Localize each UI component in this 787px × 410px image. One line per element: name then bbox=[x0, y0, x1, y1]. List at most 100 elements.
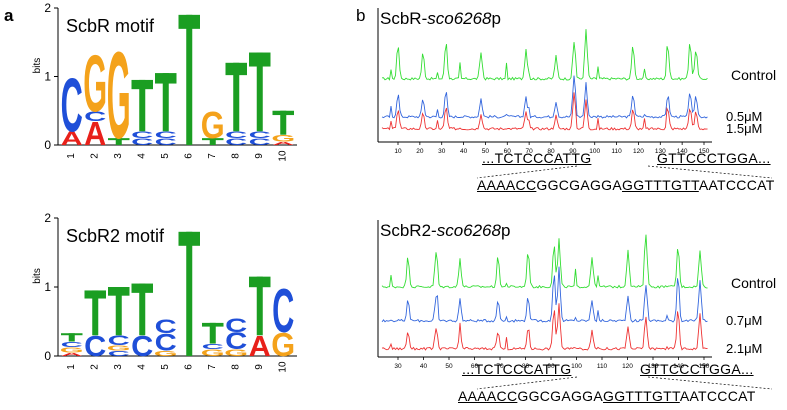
svg-text:C: C bbox=[155, 136, 177, 147]
svg-text:G: G bbox=[201, 105, 225, 147]
trace-x-tick-label: 150 bbox=[699, 363, 710, 370]
position-label: 10 bbox=[277, 361, 288, 373]
svg-text:C: C bbox=[225, 327, 247, 354]
logo-letter-T bbox=[178, 231, 200, 356]
sequence-bottom: AAAACCGGCGAGGAGGTTTGTTAATCCCAT bbox=[477, 177, 775, 193]
logo-letter-C: C bbox=[108, 349, 130, 358]
logo-letter-T bbox=[249, 276, 271, 336]
position-label: 9 bbox=[254, 153, 265, 159]
position-label: 3 bbox=[113, 153, 124, 159]
position-label: 3 bbox=[113, 364, 124, 370]
trace-line bbox=[381, 75, 708, 119]
logo-letter-T bbox=[108, 287, 130, 336]
logo-letter-C: C bbox=[131, 331, 153, 363]
trace-label: 2.1μM bbox=[726, 341, 762, 356]
logo-letter-G: G bbox=[107, 27, 131, 166]
position-label: 5 bbox=[160, 364, 171, 370]
logo-letter-C: C bbox=[108, 334, 130, 349]
logo-letter-C: C bbox=[225, 129, 247, 140]
svg-text:C: C bbox=[225, 315, 247, 336]
trace-x-tick-label: 80 bbox=[522, 363, 530, 370]
position-label: 4 bbox=[136, 364, 147, 370]
logo-letter-C: C bbox=[84, 109, 106, 125]
trace-x-tick-label: 60 bbox=[504, 148, 512, 155]
panel-title: ScbR-sco6268p bbox=[380, 9, 501, 28]
motif-title: ScbR2 motif bbox=[66, 226, 165, 246]
trace-x-tick-label: 50 bbox=[445, 363, 453, 370]
sequence-top-left: ...TCTCCCATTG bbox=[482, 150, 592, 166]
trace-label: 0.7μM bbox=[726, 313, 762, 328]
svg-text:G: G bbox=[107, 27, 131, 166]
trace-x-tick-label: 130 bbox=[648, 363, 659, 370]
logo-letter-G: G bbox=[224, 347, 248, 358]
logo-letter-T bbox=[84, 290, 106, 336]
logo-letter-C: C bbox=[249, 136, 271, 147]
svg-text:C: C bbox=[131, 331, 153, 363]
y-tick-label: 1 bbox=[44, 280, 51, 294]
svg-text:C: C bbox=[84, 331, 106, 363]
svg-text:C: C bbox=[272, 277, 294, 345]
svg-text:A: A bbox=[249, 331, 271, 363]
logo-letter-T bbox=[131, 283, 153, 336]
trace-x-tick-label: 90 bbox=[547, 363, 555, 370]
trace-x-tick-label: 120 bbox=[633, 148, 644, 155]
position-label: 1 bbox=[66, 153, 77, 159]
logo-letter-T bbox=[108, 138, 130, 145]
logo-letter-C: C bbox=[61, 63, 83, 148]
trace-line bbox=[381, 234, 708, 289]
trace-line bbox=[381, 29, 708, 81]
svg-text:C: C bbox=[108, 334, 130, 349]
trace-x-tick-label: 140 bbox=[677, 148, 688, 155]
y-tick-label: 2 bbox=[44, 211, 51, 225]
trace-x-tick-label: 30 bbox=[394, 363, 402, 370]
svg-text:A: A bbox=[61, 129, 83, 150]
y-axis-label: bits bbox=[32, 268, 43, 284]
svg-text:C: C bbox=[225, 136, 247, 147]
position-label: 7 bbox=[207, 153, 218, 159]
position-label: 1 bbox=[66, 364, 77, 370]
svg-text:G: G bbox=[271, 133, 295, 144]
logo-letter-T bbox=[249, 52, 271, 132]
logo-letter-G: G bbox=[107, 344, 131, 353]
logo-letter-C: C bbox=[225, 327, 247, 354]
svg-text:G: G bbox=[107, 344, 131, 353]
position-label: 8 bbox=[230, 153, 241, 159]
svg-text:C: C bbox=[225, 129, 247, 140]
trace-x-tick-label: 70 bbox=[526, 148, 534, 155]
motif-title: ScbR motif bbox=[66, 16, 155, 36]
logo-letter-G: G bbox=[60, 346, 84, 355]
logo-letter-C: C bbox=[155, 129, 177, 140]
trace-x-tick-label: 30 bbox=[438, 148, 446, 155]
logo-letter-T bbox=[225, 62, 247, 132]
svg-text:A: A bbox=[272, 141, 294, 146]
svg-text:C: C bbox=[131, 129, 153, 140]
trace-x-tick-label: 40 bbox=[460, 148, 468, 155]
svg-text:C: C bbox=[155, 317, 177, 338]
trace-x-tick-label: 80 bbox=[547, 148, 555, 155]
svg-text:C: C bbox=[61, 63, 83, 148]
logo-letter-C: C bbox=[131, 129, 153, 140]
trace-x-tick-label: 100 bbox=[589, 148, 600, 155]
svg-text:C: C bbox=[249, 129, 271, 140]
connector-line bbox=[476, 165, 578, 179]
y-tick-label: 0 bbox=[44, 138, 51, 152]
svg-text:C: C bbox=[202, 342, 224, 351]
logo-letter-A: A bbox=[272, 141, 294, 146]
trace-label: Control bbox=[731, 67, 776, 83]
position-label: 10 bbox=[277, 150, 288, 162]
position-label: 8 bbox=[230, 364, 241, 370]
sequence-top-right: GTTCCCTGGA... bbox=[657, 150, 771, 166]
trace-x-tick-label: 20 bbox=[416, 148, 424, 155]
position-label: 2 bbox=[89, 153, 100, 159]
position-label: 6 bbox=[183, 153, 194, 159]
svg-text:A: A bbox=[84, 115, 106, 152]
position-label: 9 bbox=[254, 364, 265, 370]
trace-x-tick-label: 70 bbox=[496, 363, 504, 370]
logo-letter-T bbox=[178, 14, 200, 145]
svg-text:C: C bbox=[84, 109, 106, 125]
position-label: 5 bbox=[160, 153, 171, 159]
svg-text:C: C bbox=[108, 349, 130, 358]
trace-x-tick-label: 120 bbox=[622, 363, 633, 370]
